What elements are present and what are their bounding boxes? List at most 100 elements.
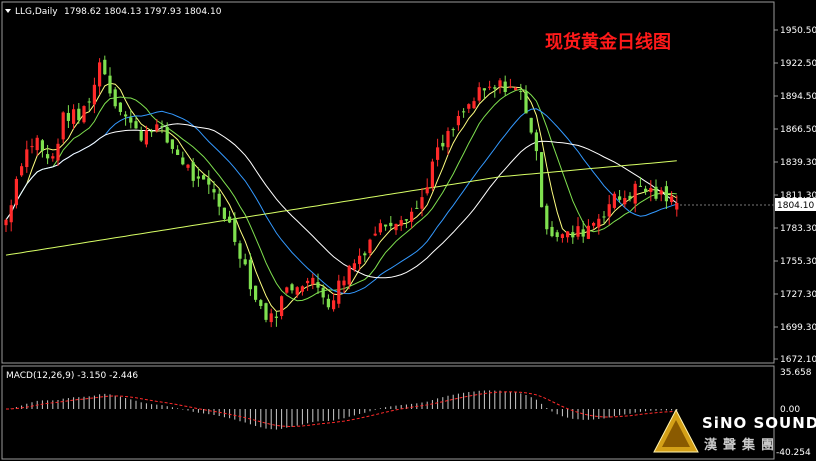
candle-body <box>160 126 164 128</box>
macd-tick: -40.254 <box>776 448 811 458</box>
candle-body <box>566 231 570 238</box>
candle-body <box>72 109 76 124</box>
candle-body <box>139 130 143 141</box>
candle-body <box>482 88 486 91</box>
price-tick: 1839.30 <box>780 158 816 168</box>
candle-body <box>228 216 232 223</box>
candle-body <box>623 198 627 205</box>
candle-body <box>40 140 44 151</box>
ma-line-fast <box>5 82 678 312</box>
sinosound-logo: SiNO SOUND 漢聲集團 <box>653 408 816 453</box>
candle-body <box>618 196 622 200</box>
candle-body <box>243 259 247 265</box>
symbol-label: LLG,Daily <box>15 7 58 17</box>
candle-body <box>430 161 434 188</box>
candle-body <box>30 146 34 148</box>
candle-body <box>628 195 632 200</box>
price-tick: 1699.30 <box>780 323 816 333</box>
candle-body <box>248 259 252 290</box>
candle-body <box>290 284 294 291</box>
candle-body <box>654 186 658 199</box>
candle-body <box>82 106 86 123</box>
candle-body <box>176 149 180 156</box>
candle-body <box>51 156 55 159</box>
price-tick: 1811.30 <box>780 191 816 201</box>
candle-body <box>446 131 450 148</box>
candle-body <box>306 280 310 284</box>
macd-panel-frame <box>1 365 775 460</box>
candle-body <box>124 114 128 117</box>
price-tick: 1922.50 <box>780 59 816 69</box>
candle-body <box>113 89 117 107</box>
candle-body <box>389 222 393 227</box>
candle-body <box>207 178 211 185</box>
ma-line-slow <box>5 108 677 295</box>
candle-body <box>144 130 148 145</box>
candle-body <box>77 108 81 121</box>
candle-body <box>212 189 216 193</box>
price-tick: 1950.50 <box>780 26 816 36</box>
ma-line-longest <box>5 160 677 256</box>
ohlc-readout: 1798.62 1804.13 1797.93 1804.10 <box>64 7 222 17</box>
candle-body <box>150 131 154 133</box>
candle-body <box>4 219 8 226</box>
candle-body <box>222 207 226 219</box>
macd-axis: 35.658 0.00 -40.254 <box>776 368 812 458</box>
candle-body <box>98 62 102 87</box>
candle-body <box>576 226 580 237</box>
candle-body <box>186 164 190 168</box>
candle-body <box>181 157 185 165</box>
candle-body <box>373 233 377 236</box>
macd-signal-line <box>5 391 677 428</box>
candle-body <box>498 80 502 87</box>
candle-body <box>560 234 564 238</box>
candle-body <box>581 229 585 237</box>
candle-body <box>649 187 653 192</box>
price-tick: 1783.30 <box>780 224 816 234</box>
price-tick: 1755.30 <box>780 257 816 267</box>
candle-body <box>191 162 195 181</box>
candle-body <box>337 280 341 304</box>
candle-body <box>524 91 528 114</box>
macd-tick: 0.00 <box>780 405 800 415</box>
candle-body <box>477 87 481 101</box>
candle-body <box>571 232 575 238</box>
current-price-label: 1804.10 <box>777 201 814 211</box>
candle-body <box>540 152 544 208</box>
price-tick: 1727.30 <box>780 290 816 300</box>
candle-body <box>196 176 200 179</box>
candle-body <box>321 287 325 298</box>
candle-body <box>399 220 403 226</box>
candle-body <box>20 166 24 176</box>
candle-body <box>675 203 679 210</box>
candle-body <box>638 185 642 187</box>
candle-body <box>46 154 50 159</box>
candle-body <box>66 112 70 121</box>
candle-body <box>103 59 107 75</box>
candle-body <box>394 223 398 231</box>
candle-body <box>285 287 289 293</box>
candle-body <box>384 224 388 227</box>
triangle-down-icon <box>5 9 11 13</box>
candle-body <box>659 190 663 195</box>
candle-body <box>25 149 29 168</box>
candle-body <box>61 112 65 140</box>
ma-line-mid <box>5 88 677 302</box>
candle-body <box>410 211 414 222</box>
candle-body <box>238 243 242 259</box>
candle-body <box>534 132 538 152</box>
candle-body <box>514 87 518 91</box>
candle-body <box>633 183 637 204</box>
candle-body <box>415 207 419 209</box>
candle-body <box>342 280 346 286</box>
candle-body <box>129 117 133 123</box>
candle-body <box>378 223 382 233</box>
candle-body <box>545 205 549 230</box>
logo-chinese-text: 漢聲集團 <box>704 437 780 453</box>
candle-body <box>326 298 330 308</box>
candle-body <box>503 81 507 93</box>
candle-body <box>602 216 606 218</box>
candle-body <box>264 303 268 320</box>
candle-body <box>493 87 497 89</box>
